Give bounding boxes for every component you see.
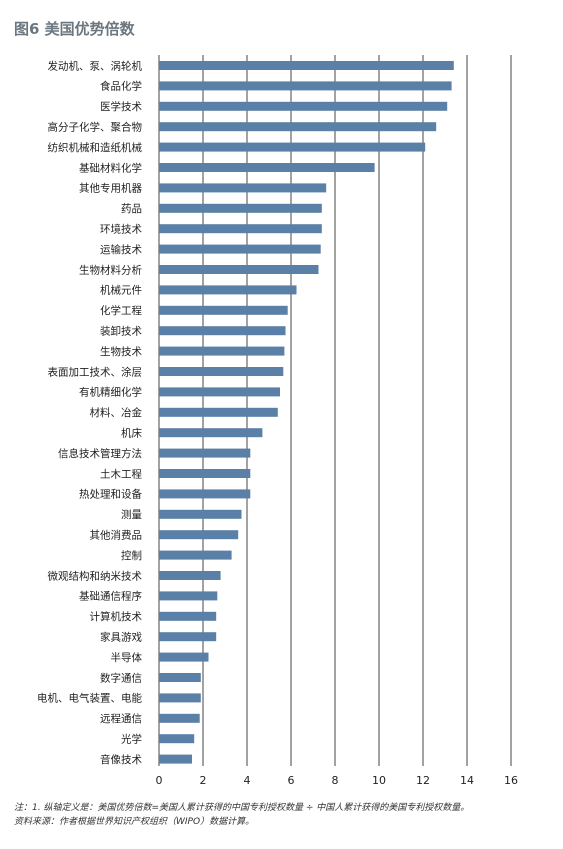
- bar-31: [159, 693, 201, 703]
- bar-26: [159, 591, 218, 601]
- x-tick-label-1: 2: [200, 774, 207, 787]
- category-label-17: 材料、冶金: [90, 406, 143, 419]
- x-tick-label-8: 16: [504, 774, 518, 787]
- category-label-18: 机床: [121, 427, 142, 440]
- category-label-32: 远程通信: [100, 713, 142, 725]
- bar-1: [159, 81, 452, 91]
- bar-15: [159, 367, 284, 376]
- chart-title: 图6 美国优势倍数: [14, 20, 135, 38]
- bar-25: [159, 571, 221, 580]
- category-label-28: 家具游戏: [100, 631, 142, 644]
- bar-21: [159, 489, 251, 499]
- category-label-2: 医学技术: [100, 100, 142, 113]
- x-tick-label-6: 12: [416, 774, 430, 787]
- bar-5: [159, 163, 375, 172]
- category-label-9: 运输技术: [100, 243, 142, 256]
- category-label-20: 土木工程: [100, 467, 142, 480]
- bar-0: [159, 61, 454, 70]
- bar-11: [159, 285, 297, 295]
- category-label-29: 半导体: [111, 651, 143, 664]
- bar-8: [159, 224, 322, 234]
- category-label-21: 热处理和设备: [79, 488, 142, 501]
- bar-17: [159, 407, 278, 417]
- category-label-11: 机械元件: [100, 284, 142, 297]
- bar-19: [159, 448, 251, 458]
- bar-14: [159, 346, 285, 356]
- category-label-6: 其他专用机器: [79, 182, 142, 195]
- note-definition: 注：1. 纵轴定义是：美国优势倍数=美国人累计获得的中国专利授权数量 ÷ 中国人…: [14, 803, 470, 813]
- category-label-19: 信息技术管理方法: [58, 447, 142, 460]
- bar-6: [159, 183, 327, 193]
- bar-16: [159, 387, 280, 397]
- category-label-25: 微观结构和纳米技术: [48, 569, 143, 582]
- bar-28: [159, 632, 217, 642]
- category-label-24: 控制: [121, 549, 142, 562]
- category-label-14: 生物技术: [100, 345, 142, 358]
- category-label-0: 发动机、泵、涡轮机: [48, 59, 143, 72]
- bar-13: [159, 326, 286, 336]
- category-label-15: 表面加工技术、涂层: [48, 365, 143, 378]
- bar-22: [159, 509, 242, 519]
- chart-notes: 注：1. 纵轴定义是：美国优势倍数=美国人累计获得的中国专利授权数量 ÷ 中国人…: [14, 801, 554, 829]
- bar-24: [159, 550, 232, 560]
- category-labels: 发动机、泵、涡轮机食品化学医学技术高分子化学、聚合物纺织机械和造纸机械基础材料化…: [37, 59, 142, 766]
- note-source: 资料来源：作者根据世界知识产权组织（WIPO）数据计算。: [14, 817, 255, 827]
- category-label-5: 基础材料化学: [79, 161, 142, 174]
- category-label-8: 环境技术: [100, 223, 142, 236]
- x-tick-label-3: 6: [288, 774, 295, 787]
- category-label-27: 计算机技术: [90, 610, 143, 623]
- category-label-33: 光学: [121, 733, 142, 746]
- category-label-31: 电机、电气装置、电能: [37, 692, 142, 705]
- bar-7: [159, 203, 322, 213]
- category-label-26: 基础通信程序: [79, 590, 142, 603]
- category-label-4: 纺织机械和造纸机械: [48, 141, 143, 154]
- category-label-23: 其他消费品: [90, 529, 143, 542]
- bar-2: [159, 101, 448, 111]
- category-label-16: 有机精细化学: [79, 386, 142, 399]
- category-label-22: 测量: [121, 508, 142, 521]
- bar-23: [159, 530, 239, 540]
- bar-33: [159, 734, 195, 744]
- category-label-10: 生物材料分析: [79, 263, 142, 276]
- category-label-12: 化学工程: [100, 304, 142, 317]
- bars: [159, 61, 454, 764]
- x-tick-labels: 0 2 4 6 8 10 12 14 16: [156, 774, 519, 787]
- bar-12: [159, 305, 288, 315]
- x-tick-label-7: 14: [460, 774, 474, 787]
- category-label-1: 食品化学: [100, 80, 142, 93]
- bar-18: [159, 428, 263, 438]
- bar-32: [159, 713, 200, 723]
- x-tick-label-5: 10: [372, 774, 386, 787]
- bar-9: [159, 244, 321, 254]
- category-label-30: 数字通信: [100, 671, 142, 684]
- bar-34: [159, 754, 192, 764]
- bar-4: [159, 142, 426, 152]
- category-label-3: 高分子化学、聚合物: [48, 121, 143, 134]
- bar-30: [159, 673, 201, 682]
- x-tick-label-0: 0: [156, 774, 163, 787]
- bar-3: [159, 122, 437, 132]
- x-tick-label-4: 8: [332, 774, 339, 787]
- x-tick-label-2: 4: [244, 774, 251, 787]
- category-label-34: 音像技术: [100, 753, 142, 766]
- bar-10: [159, 265, 319, 274]
- category-label-13: 装卸技术: [100, 325, 142, 338]
- bar-27: [159, 611, 217, 621]
- category-label-7: 药品: [121, 203, 142, 215]
- bar-20: [159, 469, 251, 478]
- bar-29: [159, 652, 209, 662]
